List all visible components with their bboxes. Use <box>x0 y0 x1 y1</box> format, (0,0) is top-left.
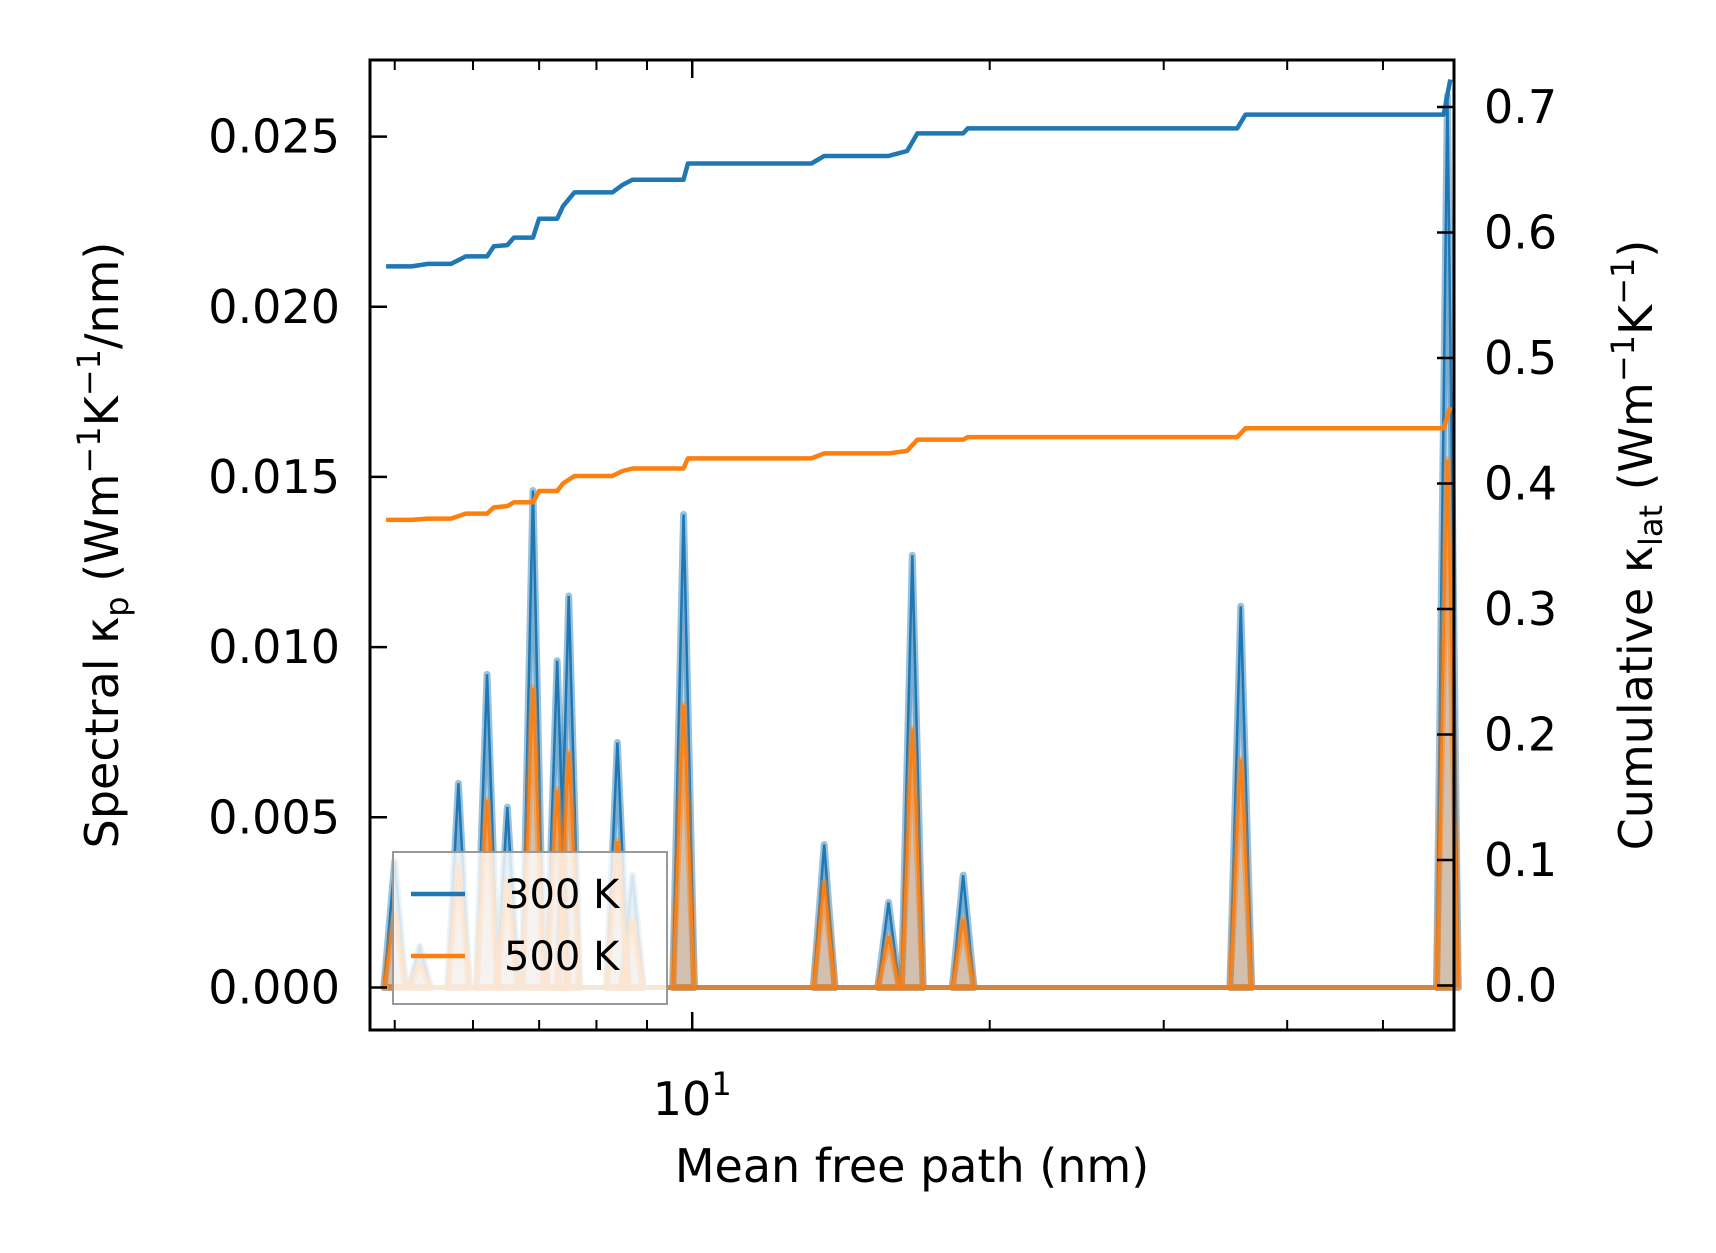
right-y-tick-label: 0.6 <box>1484 206 1557 260</box>
spectral-peak <box>951 919 976 988</box>
cumulative-line <box>386 79 1453 269</box>
legend-label: 300 K <box>504 872 621 918</box>
right-y-tick-label: 0.7 <box>1484 80 1557 134</box>
right-y-tick-label: 0.2 <box>1484 707 1557 761</box>
spectral-peak <box>671 514 696 988</box>
right-y-tick-label: 0.1 <box>1484 833 1557 887</box>
plot-frame <box>368 58 1456 1032</box>
spectral-peak <box>876 902 901 988</box>
spectral-peak <box>671 704 696 988</box>
spectral-peak <box>951 875 976 988</box>
legend: 300 K 500 K <box>392 851 668 1005</box>
right-y-axis-label: Cumulative κlat (Wm−1K−1) <box>1604 240 1670 851</box>
left-y-axis-label: Spectral κp (Wm−1K−1/nm) <box>70 242 136 849</box>
right-y-tick-label: 0.4 <box>1484 457 1557 511</box>
right-y-tick-label: 0.3 <box>1484 582 1557 636</box>
x-axis-label: Mean free path (nm) <box>675 1139 1149 1193</box>
spectral-peak <box>1228 606 1253 988</box>
spectral-peak <box>812 881 837 988</box>
axes: 0.000 0.005 0.010 0.015 0.020 0.025 0.0 0.1 0.2 0… <box>70 58 1670 1193</box>
spectral-peak <box>900 728 925 988</box>
right-y-tick-label: 0.0 <box>1484 958 1557 1012</box>
left-y-tick-label: 0.020 <box>208 280 340 334</box>
left-y-tick-label: 0.005 <box>208 790 340 844</box>
spectral-peak <box>520 490 546 988</box>
spectral-peak <box>812 844 837 988</box>
left-y-tick-label: 0.025 <box>208 110 340 164</box>
left-y-tick-label: 0.010 <box>208 620 340 674</box>
spectral-peak <box>876 936 901 988</box>
cumulative-line <box>386 406 1453 523</box>
spectral-peak <box>900 555 925 988</box>
spectral-peak <box>1228 759 1253 988</box>
legend-box <box>392 851 668 1005</box>
x-tick-label: 101 <box>653 1065 732 1126</box>
legend-label: 500 K <box>504 934 621 980</box>
right-y-tick-label: 0.5 <box>1484 331 1557 385</box>
left-y-tick-label: 0.000 <box>208 960 340 1014</box>
left-y-tick-label: 0.015 <box>208 450 340 504</box>
